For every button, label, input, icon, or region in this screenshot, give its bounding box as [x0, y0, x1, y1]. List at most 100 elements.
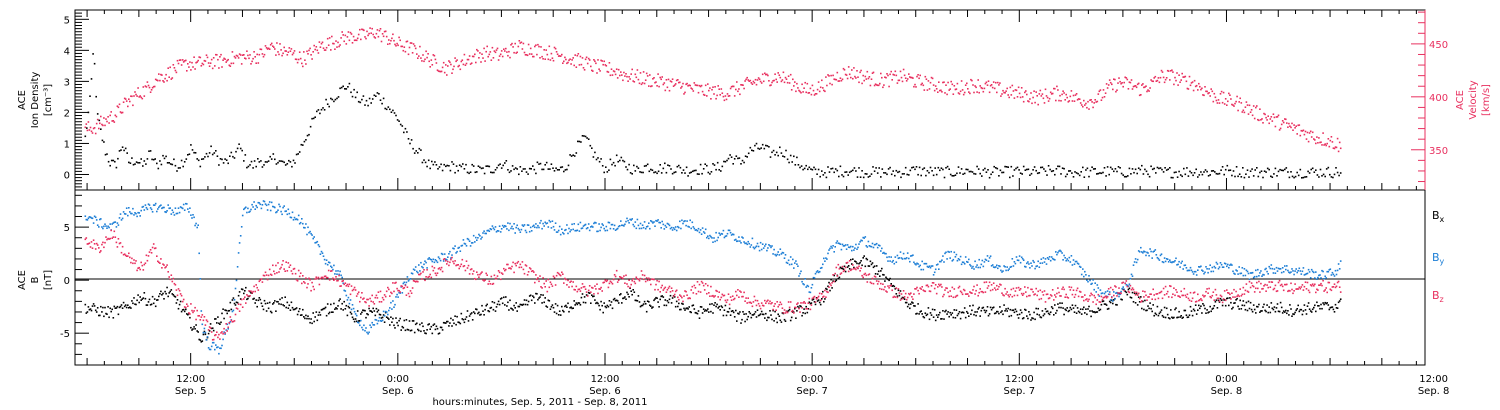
data-point: [341, 302, 343, 305]
data-point: [253, 160, 256, 162]
data-point: [441, 253, 444, 256]
data-point: [406, 131, 408, 133]
data-point: [735, 309, 737, 312]
top-left-tick-label: 5: [64, 15, 70, 26]
data-point: [716, 303, 718, 306]
data-point: [1086, 106, 1088, 109]
data-point: [963, 307, 966, 309]
data-point: [447, 65, 449, 67]
data-point: [538, 226, 540, 229]
data-point: [117, 313, 120, 316]
data-point: [1232, 306, 1234, 309]
data-point: [221, 344, 223, 347]
data-point: [283, 205, 285, 207]
data-point: [1282, 271, 1285, 273]
data-point: [855, 243, 857, 246]
data-point: [561, 166, 564, 168]
data-point: [339, 270, 341, 273]
data-point: [325, 98, 327, 101]
data-point: [913, 261, 915, 264]
data-point: [842, 175, 845, 178]
data-point: [891, 261, 893, 263]
data-point: [347, 31, 350, 33]
data-point: [701, 172, 703, 175]
data-point: [89, 308, 92, 310]
data-point: [753, 313, 756, 315]
data-point: [236, 301, 239, 304]
data-point: [581, 135, 584, 137]
data-point: [1045, 263, 1048, 265]
data-point: [390, 39, 392, 42]
data-point: [131, 95, 133, 98]
data-point: [145, 86, 148, 88]
data-point: [811, 299, 814, 301]
data-point: [351, 95, 354, 98]
data-point: [727, 311, 730, 313]
data-point: [765, 312, 767, 315]
data-point: [383, 321, 386, 323]
data-point: [389, 307, 391, 309]
data-point: [278, 303, 280, 305]
data-point: [1016, 166, 1019, 169]
data-point: [392, 33, 394, 36]
data-point: [594, 221, 596, 224]
data-point: [477, 312, 479, 315]
data-point: [224, 333, 226, 335]
data-point: [105, 312, 107, 315]
data-point: [800, 305, 802, 308]
data-point: [645, 72, 648, 75]
data-point: [992, 81, 995, 83]
data-point: [637, 78, 640, 81]
data-point: [1232, 104, 1234, 106]
data-point: [1078, 265, 1081, 268]
data-point: [619, 294, 621, 296]
data-point: [1166, 313, 1169, 316]
data-point: [451, 254, 453, 256]
data-point: [508, 309, 510, 311]
data-point: [587, 138, 590, 140]
data-point: [253, 297, 255, 300]
data-point: [185, 306, 187, 309]
data-point: [334, 273, 336, 275]
data-point: [1307, 170, 1309, 173]
data-point: [735, 88, 737, 91]
data-point: [1027, 100, 1029, 102]
data-point: [1090, 315, 1092, 318]
data-point: [670, 226, 673, 229]
data-point: [280, 210, 282, 213]
data-point: [553, 46, 556, 49]
data-point: [591, 147, 593, 149]
data-point: [1215, 172, 1218, 175]
data-point: [1221, 304, 1224, 307]
data-point: [292, 308, 295, 311]
data-point: [497, 164, 500, 167]
data-point: [86, 219, 89, 221]
data-point: [1011, 309, 1014, 312]
data-point: [512, 46, 514, 48]
data-point: [1128, 167, 1131, 170]
data-point: [389, 108, 391, 111]
data-point: [1236, 270, 1238, 272]
data-point: [371, 321, 373, 324]
data-point: [519, 166, 522, 168]
data-point: [441, 329, 444, 331]
data-point: [802, 283, 804, 285]
data-point: [392, 300, 394, 302]
data-point: [1068, 309, 1071, 312]
data-point: [112, 120, 115, 122]
data-point: [624, 223, 626, 226]
data-point: [1239, 97, 1241, 100]
data-point: [344, 88, 346, 90]
data-point: [1336, 269, 1339, 272]
data-point: [110, 111, 112, 113]
data-point: [720, 305, 723, 307]
data-point: [948, 251, 950, 253]
data-point: [499, 231, 502, 233]
data-point: [1114, 78, 1116, 81]
data-point: [901, 173, 904, 175]
data-point: [950, 250, 952, 253]
data-point: [1257, 306, 1259, 308]
x-tick-label-time: 0:00: [387, 374, 409, 385]
data-point: [253, 285, 255, 288]
data-point: [407, 53, 410, 56]
